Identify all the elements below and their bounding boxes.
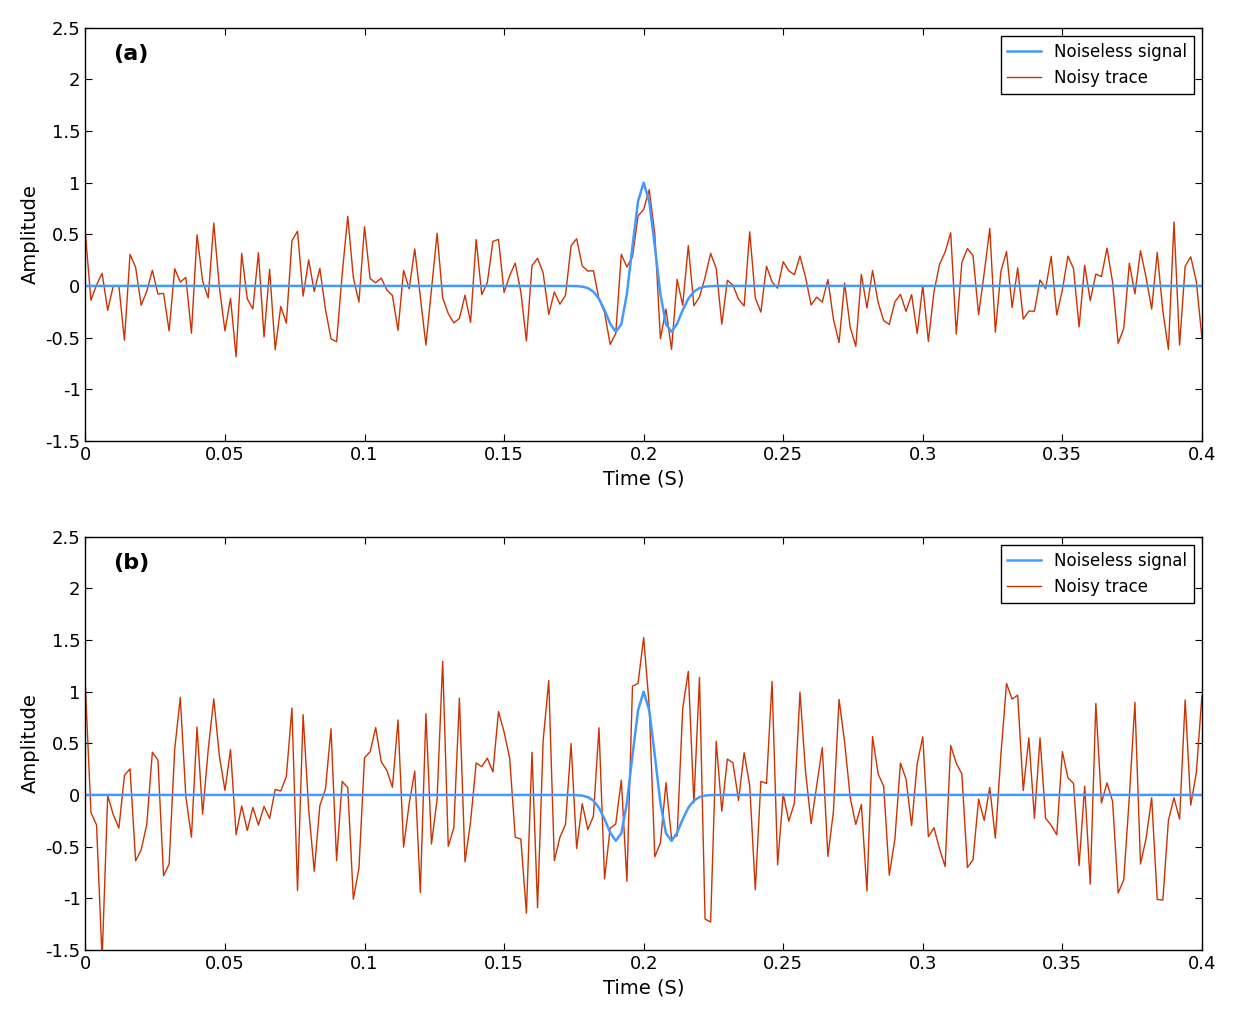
Noiseless signal (1195, 789, 1210, 801)
Y-axis label: Amplitude: Amplitude (21, 184, 40, 284)
Noisy trace (84, 294, 99, 306)
Noisy trace (1111, 887, 1126, 899)
Line: Noiseless signal: Noiseless signal (85, 691, 1202, 841)
Noiseless signal (1195, 280, 1210, 292)
Line: Noisy trace: Noisy trace (85, 637, 1202, 959)
Noiseless signal (84, 789, 99, 801)
Noisy trace (636, 631, 651, 643)
Noiseless signal (84, 280, 99, 292)
Noiseless signal (664, 835, 679, 847)
Noiseless signal (485, 789, 500, 801)
Noiseless signal (636, 176, 651, 188)
Noisy trace (184, 831, 199, 843)
Noiseless signal (1111, 280, 1126, 292)
Noiseless signal (636, 685, 651, 697)
Noisy trace (1111, 337, 1126, 349)
Noisy trace (491, 233, 506, 245)
Noisy trace (95, 953, 110, 965)
Noiseless signal (78, 789, 93, 801)
Noisy trace (78, 227, 93, 239)
Noisy trace (84, 806, 99, 818)
Text: (b): (b) (114, 554, 150, 573)
Noisy trace (691, 671, 706, 683)
Noisy trace (642, 183, 657, 195)
Noisy trace (178, 272, 193, 284)
Noiseless signal (691, 282, 706, 294)
Legend: Noiseless signal, Noisy trace: Noiseless signal, Noisy trace (1001, 546, 1194, 603)
Noisy trace (491, 705, 506, 718)
Noiseless signal (1111, 789, 1126, 801)
X-axis label: Time (S): Time (S) (602, 978, 684, 998)
Line: Noisy trace: Noisy trace (85, 189, 1202, 356)
Text: (a): (a) (114, 45, 148, 64)
Noisy trace (78, 680, 93, 692)
Noisy trace (691, 291, 706, 303)
Noiseless signal (664, 326, 679, 338)
X-axis label: Time (S): Time (S) (602, 469, 684, 489)
Noiseless signal (547, 789, 562, 801)
Noiseless signal (78, 280, 93, 292)
Noisy trace (553, 831, 568, 843)
Y-axis label: Amplitude: Amplitude (21, 693, 40, 793)
Noisy trace (1195, 332, 1210, 344)
Noiseless signal (691, 791, 706, 803)
Line: Noiseless signal: Noiseless signal (85, 182, 1202, 332)
Noiseless signal (485, 280, 500, 292)
Legend: Noiseless signal, Noisy trace: Noiseless signal, Noisy trace (1001, 37, 1194, 94)
Noiseless signal (178, 280, 193, 292)
Noisy trace (229, 350, 244, 362)
Noiseless signal (178, 789, 193, 801)
Noisy trace (553, 298, 568, 310)
Noisy trace (1195, 690, 1210, 702)
Noiseless signal (547, 280, 562, 292)
